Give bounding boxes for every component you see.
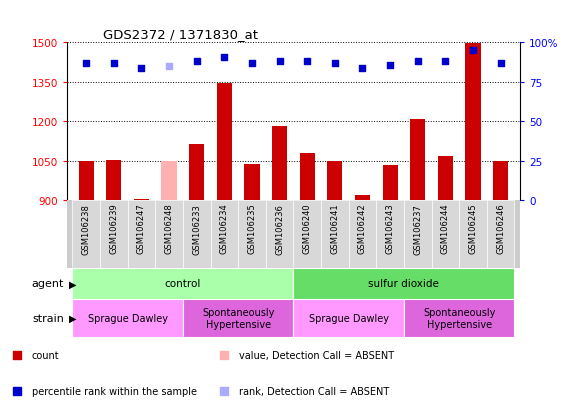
Point — [220, 54, 229, 61]
Point — [441, 59, 450, 66]
Text: GSM106244: GSM106244 — [441, 203, 450, 254]
Text: GSM106235: GSM106235 — [248, 203, 256, 254]
Text: GSM106236: GSM106236 — [275, 203, 284, 254]
Bar — [210, 201, 238, 268]
Text: Spontaneously
Hypertensive: Spontaneously Hypertensive — [202, 308, 274, 329]
Bar — [73, 299, 183, 337]
Text: GDS2372 / 1371830_at: GDS2372 / 1371830_at — [103, 28, 258, 41]
Bar — [493, 162, 508, 201]
Text: Sprague Dawley: Sprague Dawley — [309, 313, 389, 323]
Bar — [162, 161, 177, 201]
Text: rank, Detection Call = ABSENT: rank, Detection Call = ABSENT — [239, 386, 389, 396]
Bar — [189, 145, 205, 201]
Text: Sprague Dawley: Sprague Dawley — [88, 313, 167, 323]
Point — [358, 65, 367, 72]
Bar — [106, 161, 121, 201]
Bar — [238, 201, 266, 268]
Point — [137, 65, 146, 72]
Point — [393, 208, 403, 214]
Text: ▶: ▶ — [69, 279, 76, 289]
Bar — [73, 201, 100, 268]
Text: GSM106248: GSM106248 — [164, 203, 174, 254]
Text: count: count — [32, 350, 59, 361]
Text: agent: agent — [31, 279, 64, 289]
Bar — [438, 157, 453, 201]
Point — [192, 59, 202, 66]
Point — [275, 59, 284, 66]
Bar — [78, 162, 94, 201]
Text: GSM106233: GSM106233 — [192, 203, 201, 254]
Bar — [272, 126, 287, 201]
Bar — [382, 165, 398, 201]
Text: value, Detection Call = ABSENT: value, Detection Call = ABSENT — [239, 350, 394, 361]
Bar — [465, 44, 480, 201]
Text: GSM106242: GSM106242 — [358, 203, 367, 254]
Bar — [245, 165, 260, 201]
Text: GSM106247: GSM106247 — [137, 203, 146, 254]
Point — [81, 60, 91, 67]
Text: GSM106246: GSM106246 — [496, 203, 505, 254]
Bar — [128, 201, 155, 268]
Text: control: control — [164, 279, 201, 289]
Point — [109, 60, 119, 67]
Text: ▶: ▶ — [69, 313, 76, 323]
Bar — [376, 201, 404, 268]
Point — [303, 59, 312, 66]
Bar — [349, 201, 376, 268]
Bar — [155, 201, 183, 268]
Bar — [266, 201, 293, 268]
Point — [413, 59, 422, 66]
Bar — [183, 299, 293, 337]
Bar — [217, 84, 232, 201]
Bar — [293, 268, 514, 299]
Bar — [432, 201, 459, 268]
Bar — [459, 201, 487, 268]
Text: sulfur dioxide: sulfur dioxide — [368, 279, 439, 289]
Bar — [293, 299, 404, 337]
Bar — [100, 201, 128, 268]
Bar — [327, 162, 342, 201]
Text: Spontaneously
Hypertensive: Spontaneously Hypertensive — [423, 308, 496, 329]
Text: GSM106240: GSM106240 — [303, 203, 312, 254]
Point — [496, 60, 505, 67]
Bar — [487, 201, 514, 268]
Point — [248, 60, 257, 67]
Text: GSM106241: GSM106241 — [331, 203, 339, 254]
Bar — [404, 201, 432, 268]
Point — [330, 60, 339, 67]
Point — [468, 48, 478, 55]
Text: GSM106237: GSM106237 — [413, 203, 422, 254]
Bar — [134, 199, 149, 201]
Text: GSM106239: GSM106239 — [109, 203, 119, 254]
Text: strain: strain — [32, 313, 64, 323]
Bar — [321, 201, 349, 268]
Bar — [355, 196, 370, 201]
Bar — [300, 154, 315, 201]
Bar — [410, 120, 425, 201]
Text: GSM106245: GSM106245 — [468, 203, 478, 254]
Point — [385, 62, 394, 69]
Text: GSM106238: GSM106238 — [82, 203, 91, 254]
Point — [164, 64, 174, 70]
Text: GSM106234: GSM106234 — [220, 203, 229, 254]
Bar — [404, 299, 514, 337]
Text: percentile rank within the sample: percentile rank within the sample — [32, 386, 197, 396]
Bar — [73, 268, 293, 299]
Bar — [293, 201, 321, 268]
Text: GSM106243: GSM106243 — [386, 203, 394, 254]
Bar — [183, 201, 210, 268]
